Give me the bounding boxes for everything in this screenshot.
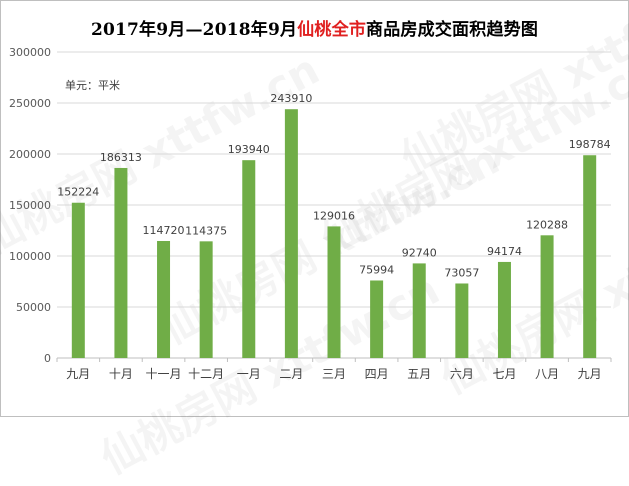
- bar: [284, 109, 298, 359]
- chart-title: 2017年9月—2018年9月仙桃全市商品房成交面积趋势图: [1, 15, 628, 40]
- data-label: 75994: [359, 263, 394, 276]
- x-tick-label: 四月: [365, 367, 389, 381]
- chart-title-highlight: 仙桃全市: [297, 20, 367, 40]
- y-tick-label: 150000: [9, 199, 51, 212]
- bar: [497, 261, 511, 358]
- chart-plot-area: 0 50000 100000 150000 200000 250000 300000 1522…: [9, 46, 612, 381]
- x-tick-label: 九月: [66, 367, 90, 381]
- y-tick-label: 100000: [9, 250, 51, 263]
- x-tick-label: 五月: [407, 367, 431, 381]
- y-tick-label: 300000: [9, 46, 51, 59]
- y-tick-label: 0: [44, 352, 51, 365]
- bar: [114, 167, 128, 358]
- x-tick-label: 六月: [450, 367, 474, 381]
- data-label: 129016: [313, 209, 355, 222]
- data-label: 152224: [57, 186, 99, 199]
- x-tick-label: 十二月: [188, 367, 224, 381]
- data-label: 114375: [185, 224, 227, 237]
- bar: [583, 155, 597, 358]
- data-label: 198784: [569, 138, 611, 151]
- x-tick-label: 七月: [492, 367, 516, 381]
- data-label: 94174: [487, 245, 522, 258]
- x-tick-label: 九月: [578, 367, 602, 381]
- bar: [540, 235, 554, 358]
- bar: [71, 202, 85, 358]
- data-label: 114720: [143, 224, 185, 237]
- data-label: 92740: [402, 246, 437, 259]
- data-label: 73057: [444, 266, 479, 279]
- y-tick-label: 250000: [9, 97, 51, 110]
- data-label: 243910: [270, 92, 312, 105]
- x-tick-label: 十一月: [146, 367, 182, 381]
- unit-label: 单元：平米: [65, 79, 120, 92]
- chart-title-suffix: 商品房成交面积趋势图: [366, 20, 539, 40]
- data-label: 193940: [228, 143, 270, 156]
- x-tick-label: 十月: [109, 367, 133, 381]
- x-tick-label: 三月: [322, 367, 346, 381]
- bar: [327, 226, 341, 358]
- x-tick-label: 八月: [535, 367, 559, 381]
- bar: [199, 241, 213, 358]
- data-label: 120288: [526, 218, 568, 231]
- data-label: 186313: [100, 151, 142, 164]
- x-tick-label: 一月: [237, 367, 261, 381]
- chart-title-prefix: 2017年9月—2018年9月: [90, 20, 298, 40]
- y-tick-label: 200000: [9, 148, 51, 161]
- bar: [242, 160, 256, 358]
- bar: [370, 280, 384, 358]
- x-tick-label: 二月: [279, 367, 303, 381]
- y-tick-label: 50000: [16, 301, 51, 314]
- bar: [455, 283, 469, 358]
- bar: [412, 263, 426, 358]
- bar: [157, 240, 171, 358]
